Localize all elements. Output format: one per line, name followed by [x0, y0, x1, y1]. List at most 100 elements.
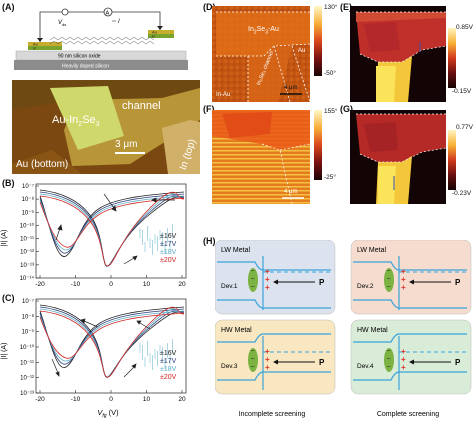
plus-icon: + — [265, 275, 270, 284]
plus-icon: + — [401, 267, 406, 276]
kpfm-map-e — [350, 6, 446, 102]
colorbar-f-max: 155° — [324, 108, 338, 115]
c-ytick-label: 10⁻¹¹ — [20, 360, 34, 366]
minus-icon: − — [251, 284, 255, 291]
plus-icon: + — [265, 347, 270, 356]
c-xtick-label: -10 — [71, 396, 81, 403]
iv-curve — [39, 310, 185, 362]
polarization-label: P — [455, 278, 461, 287]
panel-c-ylabel: |I| (A) — [1, 343, 8, 360]
legend-entry: ±20V — [160, 374, 177, 381]
iv-curve — [39, 312, 185, 359]
minus-icon: − — [251, 276, 255, 283]
oxide-layer — [15, 50, 187, 61]
caption-complete: Complete screening — [377, 411, 439, 418]
colorbar-d — [314, 6, 322, 76]
minus-icon: − — [387, 284, 391, 291]
legend-entry: ±17V — [160, 358, 177, 365]
b-ytick-label: 10⁻¹¹ — [20, 237, 34, 243]
plus-icon: + — [265, 363, 270, 372]
probe-right-icon — [157, 26, 163, 30]
c-xtick-label: -20 — [35, 396, 45, 403]
iv-curve — [39, 308, 185, 365]
panel-c-plot: |I| (A) 10⁻⁷ 10⁻⁸ 10⁻⁹ 10⁻¹⁰ 10⁻¹¹ 10⁻¹² 10⁻¹³… — [1, 298, 187, 419]
panel-b-legend: ±16V±17V±18V±20V — [160, 233, 177, 264]
iv-curve — [39, 197, 185, 248]
panel-d-label: (D) — [203, 2, 216, 12]
panel-b-ylabel: |I| (A) — [1, 230, 8, 247]
micrograph-au-label: Au-In2Se3 — [52, 114, 100, 129]
minus-icon: − — [387, 356, 391, 363]
metal-label: HW Metal — [357, 327, 388, 334]
d-scale-label: 4 μm — [284, 85, 298, 91]
conduction-band — [217, 333, 331, 343]
arrow-icon — [111, 205, 117, 212]
arrow-icon — [151, 197, 157, 203]
panel-c-label: (C) — [2, 293, 15, 303]
right-in-text: In — [152, 34, 155, 39]
panel-b-curves — [39, 189, 185, 267]
crystal-layer — [49, 36, 155, 45]
probe-left-icon — [37, 38, 43, 42]
right-in-layer — [148, 34, 174, 38]
plus-icon: + — [401, 355, 406, 364]
optical-micrograph: Au-In2Se3 channel 3 μm Au (bottom) In (t… — [12, 80, 200, 174]
micrograph-channel-label: channel — [122, 100, 161, 112]
iv-curve — [39, 195, 185, 251]
iv-curve — [39, 306, 185, 378]
b-xtick-label: -10 — [71, 281, 81, 288]
c-ytick-label: 10⁻⁹ — [22, 329, 35, 336]
d-inau-label: In-Au — [216, 92, 231, 98]
b-ytick-label: 10⁻⁹ — [22, 209, 35, 216]
legend-entry: ±20V — [160, 257, 177, 264]
polarization-label: P — [319, 358, 325, 367]
panel-f-label: (F) — [203, 104, 215, 114]
device-label: Dev.2 — [357, 283, 374, 290]
c-xtick-label: 20 — [178, 396, 186, 403]
left-au-text: Au — [33, 42, 38, 47]
c-ytick-label: 10⁻⁸ — [22, 313, 35, 320]
arrow-head-icon — [409, 279, 414, 285]
colorbar-f-min: -25° — [324, 174, 336, 181]
minus-icon: − — [251, 364, 255, 371]
micrograph-scale-label: 3 μm — [115, 139, 138, 150]
band-diagram-box: LW Metal Dev.2 − + − + − + P — [350, 240, 472, 315]
band-diagram-box: HW Metal Dev.4 − + − + − + P — [350, 319, 472, 395]
plus-icon: + — [401, 347, 406, 356]
minus-icon: − — [387, 364, 391, 371]
right-au-layer — [148, 30, 174, 34]
plus-icon: + — [265, 355, 270, 364]
d-au-label: Au — [298, 48, 306, 54]
voltage-source-icon — [61, 8, 69, 16]
minus-icon: − — [387, 276, 391, 283]
panel-a-label: (A) — [2, 2, 15, 12]
arrow-icon — [132, 255, 138, 261]
plus-icon: + — [401, 275, 406, 284]
metal-label: HW Metal — [221, 327, 252, 334]
c-xtick-label: 10 — [143, 396, 151, 403]
polarization-label: P — [455, 358, 461, 367]
iv-curve — [39, 193, 185, 254]
band-diagram-box: LW Metal Dev.1 − + − + − + P — [215, 240, 336, 315]
oxide-label: 90 nm silicon oxide — [58, 54, 101, 60]
minus-icon: − — [387, 348, 391, 355]
micrograph-bottom-label: Au (bottom) — [16, 159, 69, 170]
colorbar-e-max: 0.85V — [456, 24, 473, 31]
c-ytick-label: 10⁻¹² — [20, 376, 34, 382]
device-label: Dev.1 — [221, 283, 238, 290]
panel-b-arrows — [55, 193, 175, 265]
panel-c-xlabel: Vfg (V) — [97, 408, 119, 419]
panel-c-arrows — [51, 318, 151, 378]
arrow-icon — [136, 320, 142, 325]
plus-icon: + — [265, 283, 270, 292]
left-in-layer — [28, 46, 62, 50]
current-label: I — [118, 19, 120, 25]
b-ytick-label: 10⁻⁸ — [22, 196, 35, 203]
arrow-head-icon — [273, 279, 278, 285]
minus-icon: − — [251, 356, 255, 363]
colorbar-d-max: 130° — [324, 4, 338, 11]
panel-e-label: (E) — [340, 2, 352, 12]
metal-label: LW Metal — [357, 247, 386, 254]
polarization-label: P — [319, 278, 325, 287]
kpfm-map-g — [350, 110, 446, 204]
